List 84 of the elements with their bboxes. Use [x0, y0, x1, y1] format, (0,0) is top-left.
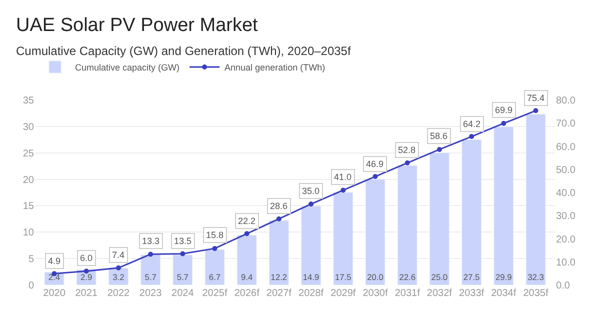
data-label: 4.9	[48, 256, 61, 266]
x-tick-label: 2028f	[298, 288, 324, 299]
data-label: 14.9	[302, 272, 320, 282]
y-tick-label: 15	[22, 201, 34, 212]
data-label: 25.0	[431, 272, 448, 282]
point	[340, 188, 346, 193]
data-label: 52.8	[398, 145, 416, 155]
y-tick-label: 0	[28, 280, 34, 292]
data-label: 2.4	[48, 272, 60, 282]
x-tick-label: 2027f	[266, 288, 292, 299]
data-label: 5.7	[176, 272, 189, 282]
point	[469, 134, 474, 140]
chart-title: UAE Solar PV Power Market	[16, 15, 259, 36]
y2-tick-label: 60.0	[556, 142, 576, 153]
legend-label: Cumulative capacity (GW)	[75, 62, 180, 73]
data-label: 9.4	[241, 272, 254, 282]
x-tick-label: 2022	[107, 288, 130, 299]
point	[308, 202, 314, 207]
point	[404, 160, 410, 166]
x-tick-label: 2020	[43, 288, 66, 299]
data-label: 22.6	[399, 272, 416, 282]
data-label: 15.8	[206, 230, 224, 240]
x-tick-label: 2024	[172, 288, 194, 299]
data-label: 32.3	[528, 272, 544, 282]
x-tick-label: 2021	[75, 288, 98, 299]
data-label: 29.9	[495, 272, 512, 282]
x-tick-label: 2029f	[330, 288, 356, 299]
point	[180, 251, 186, 256]
y-tick-label: 30	[22, 122, 34, 133]
x-tick-label: 2033f	[459, 288, 484, 299]
x-tick-label: 2025f	[202, 288, 228, 299]
y-tick-label: 35	[22, 96, 34, 106]
y2-tick-label: 0.0	[556, 280, 570, 292]
point	[148, 252, 154, 257]
point	[372, 174, 378, 180]
data-label: 13.3	[142, 236, 160, 246]
point	[116, 265, 121, 270]
y-tick-label: 25	[22, 148, 34, 160]
y-tick-label: 10	[22, 228, 34, 239]
point	[436, 146, 442, 152]
x-tick-label: 2023	[139, 288, 162, 299]
data-label: 46.9	[366, 159, 384, 169]
y2-tick-label: 40.0	[556, 188, 576, 199]
data-label: 28.6	[270, 201, 288, 211]
data-label: 17.5	[334, 272, 352, 282]
x-tick-label: 2034f	[491, 288, 516, 299]
data-label: 64.2	[463, 119, 481, 129]
data-label: 41.0	[334, 172, 352, 182]
y2-tick-label: 30.0	[556, 211, 576, 222]
data-label: 27.5	[463, 272, 480, 282]
data-label: 20.0	[367, 272, 384, 282]
x-tick-label: 2031f	[394, 288, 420, 299]
data-label: 2.9	[80, 272, 93, 282]
data-label: 6.7	[208, 272, 221, 282]
x-tick-label: 2030f	[362, 288, 388, 299]
data-label: 75.4	[527, 93, 545, 103]
data-label: 3.2	[112, 272, 125, 282]
data-label: 58.6	[430, 131, 448, 141]
x-tick-label: 2026f	[234, 288, 260, 299]
data-label: 6.0	[80, 253, 93, 263]
y2-tick-label: 70.0	[556, 118, 576, 130]
data-label: 22.2	[238, 216, 256, 226]
y2-tick-label: 50.0	[556, 164, 576, 176]
data-label: 35.0	[302, 186, 320, 196]
chart-subtitle: Cumulative Capacity (GW) and Generation (TWh), 2020–2035f	[16, 44, 352, 58]
data-label: 13.5	[174, 236, 192, 246]
y2-tick-label: 80.0	[556, 96, 576, 106]
y2-tick-label: 20.0	[556, 234, 576, 246]
legend-label: Annual generation (TWh)	[224, 62, 326, 73]
data-label: 12.2	[270, 272, 288, 282]
x-tick-label: 2032f	[426, 288, 452, 299]
point	[276, 216, 282, 222]
data-label: 69.9	[495, 105, 513, 115]
point	[501, 120, 506, 126]
point	[212, 246, 218, 251]
x-tick-label: 2035f	[523, 288, 548, 299]
y-tick-label: 20	[22, 174, 34, 186]
data-label: 7.4	[112, 250, 125, 260]
y2-tick-label: 10.0	[556, 257, 576, 268]
y-tick-label: 5	[28, 254, 34, 266]
data-label: 5.7	[144, 272, 157, 282]
point	[533, 108, 538, 114]
point	[84, 268, 89, 274]
point	[244, 231, 250, 236]
